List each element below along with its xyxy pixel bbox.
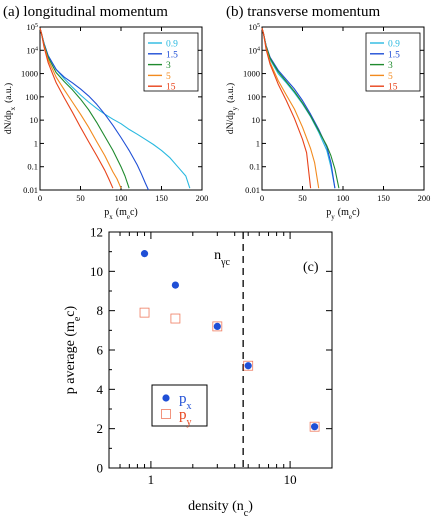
critical-density-label: nγc	[214, 248, 230, 268]
legend-box	[151, 384, 208, 427]
legend-label: 15	[388, 83, 398, 93]
y-tick-label: 0.01	[23, 185, 38, 195]
legend-label: 3	[166, 61, 171, 71]
x-tick-label: 200	[196, 193, 209, 203]
py-point	[243, 360, 254, 371]
legend-label: 0.9	[166, 40, 178, 50]
y-tick-label: 105	[27, 22, 39, 32]
legend-marker-py	[161, 409, 171, 419]
y-tick-label: 8	[97, 303, 104, 318]
legend-label: 3	[388, 61, 393, 71]
x-tick-label: 150	[155, 193, 168, 203]
x-axis-label: density (nc)	[188, 499, 253, 518]
y-axis-label: dN/dpy(a.u.)	[225, 83, 239, 134]
x-tick-label: 150	[377, 193, 390, 203]
legend-label: py	[179, 407, 192, 428]
y-tick-label: 1	[256, 138, 260, 148]
px-point	[171, 281, 180, 289]
y-tick-label: 10	[30, 115, 39, 125]
legend-label: 1.5	[388, 50, 400, 60]
panel-c-label: (c)	[303, 260, 319, 275]
y-tick-label: 0	[97, 461, 104, 476]
legend-label: px	[179, 391, 192, 412]
legend-marker-px	[162, 394, 170, 402]
x-tick-label: 100	[115, 193, 128, 203]
x-tick-label: 10	[284, 472, 297, 487]
y-tick-label: 104	[27, 45, 39, 55]
x-axis-label: py (mec)	[326, 207, 360, 221]
y-tick-label: 2	[97, 421, 104, 436]
y-tick-label: 4	[97, 382, 104, 397]
legend-label: 5	[388, 72, 393, 82]
panel-a-title: (a) longitudinal momentum	[3, 4, 168, 20]
y-tick-label: 0.1	[27, 162, 38, 172]
panel-a-longitudinal: (a) longitudinal momentum 0 50 100 150 20010…	[3, 4, 208, 221]
y-tick-label: 100	[25, 92, 38, 102]
panel-a-plot-area: 0 50 100 150 200 105 104 1000 100 10 1 0.1 0.01 0.91.…	[3, 22, 208, 221]
series-line-3	[39, 27, 130, 189]
legend-label: 0.9	[388, 40, 400, 50]
legend-label: 1.5	[166, 50, 178, 60]
x-tick-label: 50	[76, 193, 85, 203]
y-tick-label: 100	[247, 92, 260, 102]
panel-b-title: (b) transverse momentum	[226, 4, 380, 20]
y-tick-label: 1000	[243, 69, 260, 79]
y-tick-label: 6	[97, 343, 104, 358]
series-line-5	[39, 27, 122, 189]
series-line-1-5	[39, 27, 150, 191]
series-line-15	[261, 27, 312, 189]
px-point	[311, 423, 319, 431]
px-point	[140, 250, 149, 258]
x-tick-label: 200	[418, 193, 431, 203]
py-point	[212, 321, 223, 332]
y-axis-label: dN/dpx(a.u.)	[3, 83, 17, 134]
px-point	[244, 362, 252, 370]
y-tick-label: 104	[249, 45, 261, 55]
py-point	[309, 421, 320, 432]
y-tick-label: 12	[90, 225, 103, 240]
y-axis-label: p average (mec)	[63, 305, 83, 394]
py-point	[139, 307, 150, 318]
py-point	[170, 313, 181, 324]
y-tick-label: 0.01	[245, 185, 260, 195]
x-axis-label: px (mec)	[104, 207, 138, 221]
y-tick-label: 1000	[21, 69, 38, 79]
x-tick-label: 0	[38, 193, 42, 203]
series-line-3	[261, 27, 340, 189]
x-tick-label: 50	[298, 193, 307, 203]
series-line-15	[39, 27, 114, 189]
y-tick-label: 10	[90, 264, 103, 279]
px-point	[213, 322, 221, 330]
x-tick-label: 0	[260, 193, 264, 203]
legend-label: 15	[166, 83, 176, 93]
series-line-0-9	[261, 27, 336, 189]
panel-b-plot-area: 0 50 100 150 200 105 104 1000 100 10 1 0.1 0.01 0.91.…	[225, 22, 430, 221]
x-tick-label: 100	[337, 193, 350, 203]
series-line-1-5	[261, 27, 336, 189]
x-tick-label: 1	[148, 472, 155, 487]
y-tick-label: 10	[252, 115, 261, 125]
y-tick-label: 1	[34, 138, 38, 148]
panel-b-transverse: (b) transverse momentum 0 50 100 150 2001051…	[225, 4, 430, 221]
legend-label: 5	[166, 72, 171, 82]
y-tick-label: 0.1	[249, 162, 260, 172]
y-tick-label: 105	[249, 22, 261, 32]
